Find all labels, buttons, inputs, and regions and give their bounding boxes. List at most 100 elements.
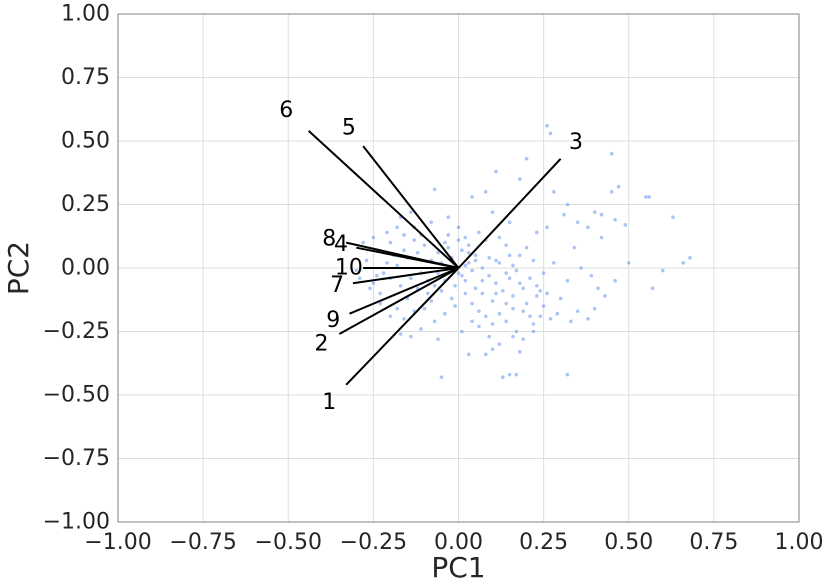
data-point: [463, 291, 468, 296]
loading-vectors: 1 2 3 4 5 6 7 8 9 10: [279, 98, 583, 415]
data-point: [456, 225, 461, 230]
data-point: [443, 240, 447, 245]
y-tick-label: −1.00: [43, 510, 110, 535]
data-point: [545, 291, 549, 296]
data-point: [609, 151, 614, 156]
data-point: [572, 245, 577, 250]
data-point: [388, 314, 393, 319]
data-point: [487, 273, 491, 278]
data-point: [378, 291, 382, 296]
loading-vector: [338, 267, 459, 335]
data-point: [497, 235, 502, 240]
data-point: [626, 261, 631, 265]
data-point: [517, 177, 522, 181]
data-point: [439, 375, 444, 380]
data-point: [521, 337, 525, 341]
data-point: [548, 131, 553, 136]
data-point: [361, 240, 365, 245]
data-point: [575, 220, 580, 225]
data-point: [528, 314, 532, 319]
loading-vector: [345, 241, 459, 269]
data-point: [473, 286, 478, 291]
data-point: [432, 319, 437, 324]
data-point: [531, 322, 536, 326]
data-point: [371, 235, 376, 240]
data-point: [500, 375, 505, 380]
data-point: [426, 291, 430, 296]
data-point: [477, 230, 481, 235]
x-tick-label: 0.25: [519, 530, 568, 555]
data-point: [422, 243, 427, 247]
y-tick-label: 0.75: [61, 65, 110, 90]
data-point: [579, 266, 583, 270]
data-point: [463, 278, 468, 283]
data-point: [436, 250, 440, 255]
data-point: [613, 217, 617, 222]
data-point: [487, 334, 491, 339]
data-point: [490, 347, 495, 352]
data-point: [436, 271, 440, 275]
x-tick-label: −0.50: [255, 530, 322, 555]
data-point: [412, 238, 417, 242]
data-point: [507, 372, 512, 377]
x-tick-label: −0.75: [169, 530, 236, 555]
data-point: [446, 233, 451, 237]
y-tick-label: −0.50: [43, 383, 110, 408]
data-point: [466, 352, 471, 357]
data-point: [599, 212, 604, 217]
data-point: [596, 286, 600, 291]
data-point: [354, 268, 359, 273]
data-point: [460, 329, 464, 334]
data-point: [432, 283, 437, 288]
vector-label: 2: [314, 331, 328, 356]
data-point: [688, 256, 692, 260]
data-point: [368, 286, 372, 291]
data-point: [541, 271, 546, 275]
data-point: [524, 156, 529, 161]
data-point: [470, 319, 474, 324]
data-point: [463, 235, 468, 240]
data-point: [494, 169, 498, 174]
data-point: [395, 225, 400, 230]
data-point: [429, 220, 434, 225]
data-point: [446, 215, 451, 219]
data-point: [643, 195, 648, 199]
data-point: [480, 291, 485, 296]
data-point: [388, 240, 393, 245]
data-point: [483, 190, 488, 194]
x-tick-label: 1.00: [775, 530, 824, 555]
y-tick-label: 1.00: [61, 2, 110, 27]
data-point: [470, 195, 474, 199]
data-point: [477, 324, 481, 329]
y-axis-label: PC2: [2, 241, 35, 295]
data-point: [446, 245, 451, 250]
data-point: [569, 319, 573, 324]
data-point: [409, 276, 413, 280]
data-point: [456, 238, 461, 242]
y-tick-label: 0.25: [61, 192, 110, 217]
data-point: [494, 291, 498, 296]
data-point: [524, 245, 529, 250]
data-point: [371, 281, 376, 286]
vector-label: 1: [322, 390, 336, 415]
loading-vector: [352, 267, 459, 285]
data-point: [541, 304, 546, 308]
data-point: [589, 273, 594, 278]
x-axis-label: PC1: [431, 551, 485, 584]
data-point: [473, 253, 478, 258]
y-tick-label: −0.75: [43, 446, 110, 471]
data-point: [599, 235, 604, 240]
data-point: [453, 283, 457, 288]
data-point: [613, 278, 617, 283]
x-tick-labels: −1.00 −0.75 −0.50 −0.25 0.00 0.25 0.50 0.75 1.00: [84, 530, 823, 555]
data-point: [497, 342, 502, 347]
data-point: [661, 268, 665, 273]
data-point: [497, 311, 502, 316]
data-point: [535, 294, 539, 298]
data-point: [449, 296, 454, 301]
data-point: [432, 187, 437, 192]
data-point: [603, 294, 607, 298]
data-point: [575, 309, 580, 313]
data-point: [409, 334, 413, 339]
